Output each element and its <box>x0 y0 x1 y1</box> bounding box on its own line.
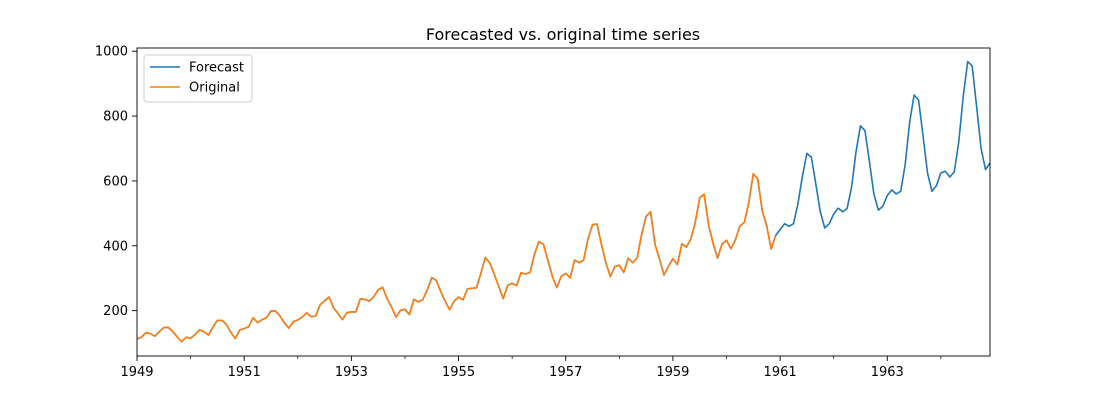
plot-area <box>136 60 991 343</box>
y-tick-label: 400 <box>103 239 128 254</box>
legend-label-forecast: Forecast <box>189 61 244 76</box>
legend: Forecast Original <box>143 54 253 103</box>
x-tick-label: 1955 <box>442 365 475 380</box>
x-tick-label: 1957 <box>549 365 582 380</box>
x-tick-label: 1959 <box>656 365 689 380</box>
y-tick-label: 1000 <box>95 45 128 60</box>
y-tick-label: 600 <box>103 174 128 189</box>
x-tick-label: 1951 <box>228 365 261 380</box>
y-tick-label: 800 <box>103 110 128 125</box>
axes: 1949 1951 1953 1955 1957 1959 1961 1963 200 400 60… <box>95 45 991 380</box>
series-line-forecast <box>136 60 991 343</box>
y-tick-label: 200 <box>103 304 128 319</box>
series-line-original <box>136 172 777 343</box>
legend-label-original: Original <box>189 81 240 96</box>
x-tick-label: 1963 <box>871 365 904 380</box>
x-tick-label: 1949 <box>120 365 153 380</box>
x-tick-label: 1961 <box>764 365 797 380</box>
chart-title: Forecasted vs. original time series <box>426 25 700 44</box>
x-tick-label: 1953 <box>335 365 368 380</box>
plot-frame <box>136 47 991 357</box>
